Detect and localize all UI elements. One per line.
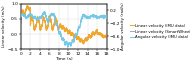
Legend: Linear velocity (IMU data), Linear velocity (SmartWheel data), Angular velocity : Linear velocity (IMU data), Linear veloc…: [129, 23, 190, 40]
Y-axis label: Linear velocity (m/s): Linear velocity (m/s): [2, 6, 6, 47]
X-axis label: Time (s): Time (s): [55, 57, 73, 61]
Y-axis label: Angular velocity (rad/s): Angular velocity (rad/s): [121, 3, 125, 50]
